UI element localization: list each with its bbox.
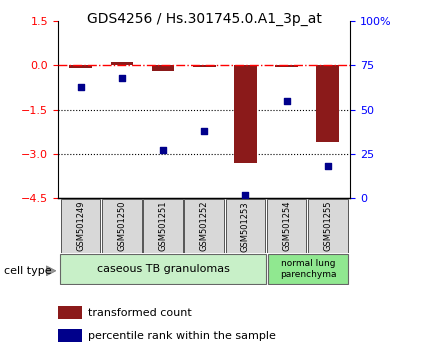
Text: GSM501254: GSM501254	[282, 201, 291, 251]
Bar	[275, 65, 298, 67]
Text: caseous TB granulomas: caseous TB granulomas	[97, 264, 230, 274]
Text: GSM501253: GSM501253	[241, 201, 250, 252]
Point	[283, 98, 290, 104]
Point	[160, 148, 166, 153]
FancyBboxPatch shape	[267, 199, 307, 252]
Text: GSM501255: GSM501255	[323, 201, 332, 251]
Bar	[316, 65, 339, 142]
FancyBboxPatch shape	[308, 199, 347, 252]
Polygon shape	[46, 266, 56, 276]
Bar	[193, 65, 215, 67]
Bar	[58, 330, 82, 342]
Point	[324, 164, 331, 169]
Point	[201, 128, 208, 134]
FancyBboxPatch shape	[60, 254, 266, 284]
FancyBboxPatch shape	[102, 199, 141, 252]
Text: cell type: cell type	[4, 266, 52, 276]
Text: GSM501250: GSM501250	[117, 201, 126, 251]
Bar	[234, 65, 257, 164]
Text: GSM501251: GSM501251	[159, 201, 168, 251]
Text: GDS4256 / Hs.301745.0.A1_3p_at: GDS4256 / Hs.301745.0.A1_3p_at	[87, 12, 322, 27]
Text: GSM501252: GSM501252	[200, 201, 209, 251]
Bar	[152, 65, 175, 71]
FancyBboxPatch shape	[226, 199, 265, 252]
Text: normal lung
parenchyma: normal lung parenchyma	[280, 259, 337, 279]
FancyBboxPatch shape	[268, 254, 348, 284]
Point	[118, 75, 125, 81]
Bar	[69, 65, 92, 68]
FancyBboxPatch shape	[61, 199, 101, 252]
FancyBboxPatch shape	[143, 199, 183, 252]
Point	[77, 84, 84, 90]
Bar	[58, 307, 82, 319]
Text: GSM501249: GSM501249	[76, 201, 85, 251]
Point	[242, 192, 249, 198]
Text: transformed count: transformed count	[88, 308, 192, 318]
Bar	[111, 62, 133, 65]
FancyBboxPatch shape	[184, 199, 224, 252]
Text: percentile rank within the sample: percentile rank within the sample	[88, 331, 276, 341]
